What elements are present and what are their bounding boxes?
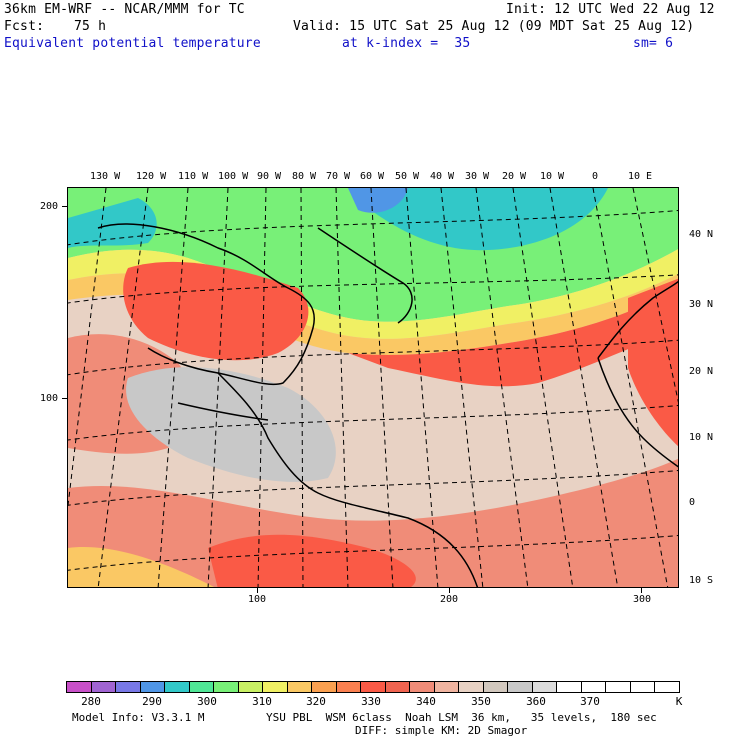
lon-label: 80 W [292,171,317,182]
tick-mark [62,398,67,399]
grid-x-label: 200 [440,594,459,605]
colorbar-label: 300 [197,695,217,708]
valid-time: Valid: 15 UTC Sat 25 Aug 12 (09 MDT Sat … [293,19,695,34]
forecast-hour: 75 h [74,19,107,34]
transition-band [68,547,215,587]
lon-label: 130 W [90,171,121,182]
colorbar-label: 350 [471,695,491,708]
cold-pocket [68,198,157,248]
colorbar-label: 320 [306,695,326,708]
grid-x-label: 100 [248,594,267,605]
tick-mark [449,588,450,593]
colorbar-unit: K [675,695,683,708]
init-time: Init: 12 UTC Wed 22 Aug 12 [506,2,715,17]
colorbar-label: 370 [580,695,600,708]
lon-label: 100 W [218,171,249,182]
lon-label: 70 W [326,171,351,182]
cold-pocket [348,188,608,251]
colorbar-swatch [336,682,362,692]
colorbar-label: 330 [361,695,381,708]
lon-label: 10 E [628,171,653,182]
theta-e-map [67,187,679,588]
moist-region [126,367,336,482]
colorbar-label: 360 [526,695,546,708]
lon-label: 120 W [136,171,167,182]
warm-band [628,278,678,447]
colorbar-swatch [312,682,337,692]
tick-mark [62,206,67,207]
colorbar-swatch [606,682,631,692]
colorbar-swatch [459,682,484,692]
colorbar-swatch [508,682,533,692]
colorbar-swatch [165,682,190,692]
warm-band [123,261,309,361]
colorbar-swatch [385,682,411,692]
colorbar-swatch [483,682,509,692]
forecast-label: Fcst: [4,19,45,34]
color-scale-bar [66,681,680,693]
colorbar-swatch [287,682,313,692]
tick-mark [641,588,642,593]
lon-label: 30 W [465,171,490,182]
level-info: at k-index = 35 [342,36,471,51]
colorbar-label: 280 [81,695,101,708]
lat-label: 10 S [689,575,714,586]
colorbar-swatch [655,682,679,692]
colorbar-swatch [434,682,460,692]
warm-band [348,289,678,387]
colorbar-swatch [214,682,239,692]
lon-label: 60 W [360,171,385,182]
colorbar-label: 310 [252,695,272,708]
diffusion-info: DIFF: simple KM: 2D Smagor [355,724,528,737]
colorbar-swatch [581,682,607,692]
lat-label: 30 N [689,299,714,310]
lon-label: 0 [592,171,599,182]
field-name: Equivalent potential temperature [4,36,261,51]
lon-label: 40 W [430,171,455,182]
warm-band [208,534,416,587]
lon-label: 10 W [540,171,565,182]
colorbar-swatch [532,682,558,692]
coastlines [97,223,678,587]
grid-y-label: 200 [40,201,59,212]
colorbar-swatch [557,682,582,692]
colorbar-swatch [410,682,435,692]
lat-label: 0 [689,497,696,508]
grid-y-label: 100 [40,393,59,404]
colorbar-label: 290 [142,695,162,708]
colorbar-swatch [263,682,288,692]
lon-label: 20 W [502,171,527,182]
grid-x-label: 300 [633,594,652,605]
colorbar-swatch [67,682,92,692]
colorbar-swatch [189,682,215,692]
lon-label: 50 W [395,171,420,182]
colorbar-swatch [630,682,656,692]
colorbar-label: 340 [416,695,436,708]
lat-label: 20 N [689,366,714,377]
colorbar-swatch [361,682,386,692]
colorbar-swatch [140,682,166,692]
lat-label: 40 N [689,229,714,240]
colorbar-swatch [238,682,264,692]
tick-mark [257,588,258,593]
graticule [68,188,678,587]
lon-label: 90 W [257,171,282,182]
model-title: 36km EM-WRF -- NCAR/MMM for TC [4,2,245,17]
cold-pocket [348,188,408,213]
colorbar-swatch [116,682,141,692]
lon-label: 110 W [178,171,209,182]
colorbar-swatch [91,682,117,692]
smoothing-info: sm= 6 [633,36,674,51]
physics-info: YSU PBL WSM 6class Noah LSM 36 km, 35 le… [266,711,657,724]
model-info: Model Info: V3.3.1 M [72,711,205,724]
lat-label: 10 N [689,432,714,443]
